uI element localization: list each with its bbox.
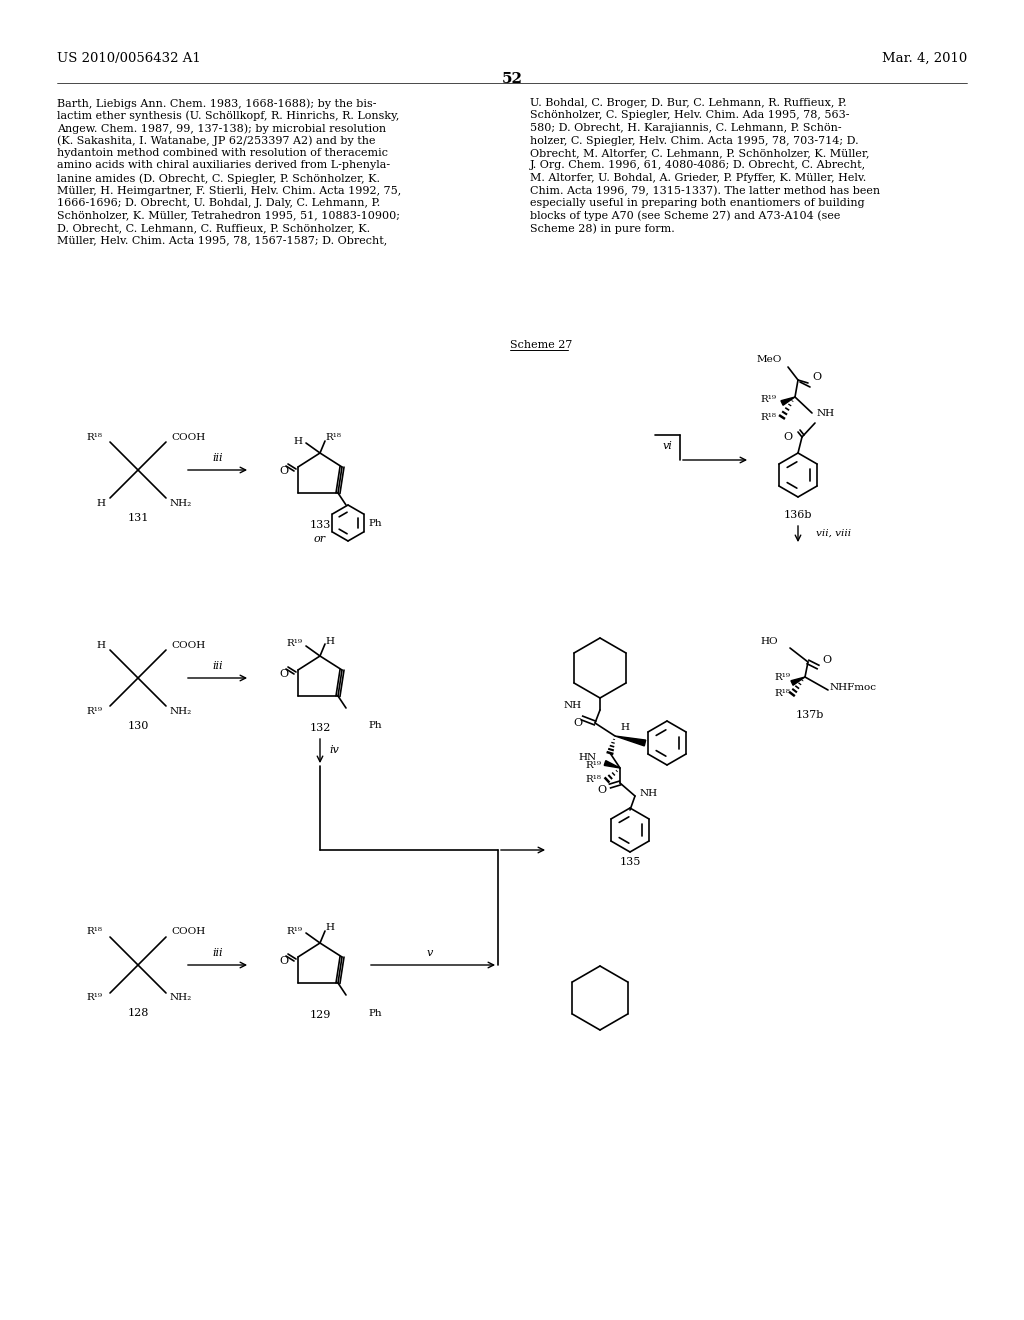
Text: R¹⁹: R¹⁹ — [86, 994, 102, 1002]
Text: Ph: Ph — [368, 519, 382, 528]
Text: US 2010/0056432 A1: US 2010/0056432 A1 — [57, 51, 201, 65]
Text: 132: 132 — [309, 723, 331, 733]
Text: J. Org. Chem. 1996, 61, 4080-4086; D. Obrecht, C. Abrecht,: J. Org. Chem. 1996, 61, 4080-4086; D. Ob… — [530, 161, 866, 170]
Text: R¹⁸: R¹⁸ — [760, 412, 776, 421]
Text: COOH: COOH — [171, 928, 205, 936]
Text: Barth, Liebigs Ann. Chem. 1983, 1668-1688); by the bis-: Barth, Liebigs Ann. Chem. 1983, 1668-168… — [57, 98, 377, 108]
Text: 131: 131 — [127, 513, 148, 523]
Text: H: H — [96, 499, 105, 507]
Text: 130: 130 — [127, 721, 148, 731]
Text: R¹⁹: R¹⁹ — [286, 927, 302, 936]
Text: R¹⁸: R¹⁸ — [585, 776, 601, 784]
Text: 129: 129 — [309, 1010, 331, 1020]
Text: blocks of type A70 (see Scheme 27) and A73-A104 (see: blocks of type A70 (see Scheme 27) and A… — [530, 210, 841, 220]
Text: R¹⁹: R¹⁹ — [760, 395, 776, 404]
Text: HO: HO — [761, 638, 778, 647]
Text: Obrecht, M. Altorfer, C. Lehmann, P. Schönholzer, K. Müller,: Obrecht, M. Altorfer, C. Lehmann, P. Sch… — [530, 148, 869, 158]
Text: NH: NH — [640, 788, 658, 797]
Text: NH₂: NH₂ — [170, 499, 193, 507]
Polygon shape — [615, 737, 646, 746]
Text: 133: 133 — [309, 520, 331, 531]
Text: R¹⁹: R¹⁹ — [774, 672, 790, 681]
Text: O: O — [812, 372, 821, 381]
Text: O: O — [598, 785, 607, 795]
Text: Angew. Chem. 1987, 99, 137-138); by microbial resolution: Angew. Chem. 1987, 99, 137-138); by micr… — [57, 123, 386, 133]
Text: H: H — [293, 437, 302, 446]
Text: NH₂: NH₂ — [170, 706, 193, 715]
Text: 128: 128 — [127, 1008, 148, 1018]
Text: amino acids with chiral auxiliaries derived from L-phenyla-: amino acids with chiral auxiliaries deri… — [57, 161, 390, 170]
Text: R¹⁹: R¹⁹ — [86, 706, 102, 715]
Text: Müller, H. Heimgartner, F. Stierli, Helv. Chim. Acta 1992, 75,: Müller, H. Heimgartner, F. Stierli, Helv… — [57, 186, 401, 195]
Text: O: O — [572, 718, 582, 729]
Text: 135: 135 — [620, 857, 641, 867]
Text: M. Altorfer, U. Bohdal, A. Grieder, P. Pfyffer, K. Müller, Helv.: M. Altorfer, U. Bohdal, A. Grieder, P. P… — [530, 173, 866, 183]
Text: 52: 52 — [502, 73, 522, 86]
Text: 136b: 136b — [783, 510, 812, 520]
Text: lactim ether synthesis (U. Schöllkopf, R. Hinrichs, R. Lonsky,: lactim ether synthesis (U. Schöllkopf, R… — [57, 111, 399, 121]
Text: U. Bohdal, C. Broger, D. Bur, C. Lehmann, R. Ruffieux, P.: U. Bohdal, C. Broger, D. Bur, C. Lehmann… — [530, 98, 847, 108]
Text: O: O — [783, 432, 792, 442]
Text: H: H — [96, 640, 105, 649]
Text: NH: NH — [817, 408, 836, 417]
Text: Schönholzer, K. Müller, Tetrahedron 1995, 51, 10883-10900;: Schönholzer, K. Müller, Tetrahedron 1995… — [57, 210, 400, 220]
Text: iv: iv — [329, 744, 339, 755]
Text: holzer, C. Spiegler, Helv. Chim. Acta 1995, 78, 703-714; D.: holzer, C. Spiegler, Helv. Chim. Acta 19… — [530, 136, 859, 145]
Text: or: or — [314, 535, 326, 544]
Text: MeO: MeO — [757, 355, 782, 364]
Text: vii, viii: vii, viii — [816, 528, 851, 537]
Text: Scheme 27: Scheme 27 — [510, 341, 572, 350]
Text: D. Obrecht, C. Lehmann, C. Ruffieux, P. Schönholzer, K.: D. Obrecht, C. Lehmann, C. Ruffieux, P. … — [57, 223, 370, 234]
Polygon shape — [791, 677, 805, 685]
Text: iii: iii — [213, 948, 223, 958]
Text: O: O — [280, 466, 289, 477]
Text: NHFmoc: NHFmoc — [830, 684, 877, 693]
Text: H: H — [620, 723, 629, 733]
Polygon shape — [781, 397, 795, 405]
Text: COOH: COOH — [171, 640, 205, 649]
Text: 1666-1696; D. Obrecht, U. Bohdal, J. Daly, C. Lehmann, P.: 1666-1696; D. Obrecht, U. Bohdal, J. Dal… — [57, 198, 380, 209]
Text: Müller, Helv. Chim. Acta 1995, 78, 1567-1587; D. Obrecht,: Müller, Helv. Chim. Acta 1995, 78, 1567-… — [57, 235, 387, 246]
Text: H: H — [325, 924, 334, 932]
Text: HN: HN — [579, 754, 597, 763]
Text: O: O — [280, 956, 289, 966]
Text: R¹⁹: R¹⁹ — [585, 762, 601, 771]
Text: especially useful in preparing both enantiomers of building: especially useful in preparing both enan… — [530, 198, 864, 209]
Text: vi: vi — [663, 441, 672, 451]
Text: hydantoin method combined with resolution of theracemic: hydantoin method combined with resolutio… — [57, 148, 388, 158]
Text: Chim. Acta 1996, 79, 1315-1337). The latter method has been: Chim. Acta 1996, 79, 1315-1337). The lat… — [530, 186, 880, 195]
Text: O: O — [280, 669, 289, 678]
Text: iii: iii — [213, 453, 223, 463]
Text: v: v — [427, 948, 433, 958]
Text: R¹⁸: R¹⁸ — [86, 928, 102, 936]
Text: COOH: COOH — [171, 433, 205, 441]
Text: R¹⁸: R¹⁸ — [86, 433, 102, 441]
Text: Mar. 4, 2010: Mar. 4, 2010 — [882, 51, 967, 65]
Text: 137b: 137b — [796, 710, 824, 719]
Text: H: H — [325, 636, 334, 645]
Text: lanine amides (D. Obrecht, C. Spiegler, P. Schönholzer, K.: lanine amides (D. Obrecht, C. Spiegler, … — [57, 173, 380, 183]
Text: iii: iii — [213, 661, 223, 671]
Text: Schönholzer, C. Spiegler, Helv. Chim. Ada 1995, 78, 563-: Schönholzer, C. Spiegler, Helv. Chim. Ad… — [530, 111, 850, 120]
Text: Ph: Ph — [368, 722, 382, 730]
Text: O: O — [822, 655, 831, 665]
Text: R¹⁸: R¹⁸ — [774, 689, 790, 698]
Text: Ph: Ph — [368, 1008, 382, 1018]
Text: 580; D. Obrecht, H. Karajiannis, C. Lehmann, P. Schön-: 580; D. Obrecht, H. Karajiannis, C. Lehm… — [530, 123, 842, 133]
Text: NH: NH — [564, 701, 582, 710]
Text: NH₂: NH₂ — [170, 994, 193, 1002]
Text: Scheme 28) in pure form.: Scheme 28) in pure form. — [530, 223, 675, 234]
Text: (K. Sakashita, I. Watanabe, JP 62/253397 A2) and by the: (K. Sakashita, I. Watanabe, JP 62/253397… — [57, 136, 376, 147]
Text: R¹⁸: R¹⁸ — [325, 433, 341, 442]
Polygon shape — [604, 760, 620, 768]
Text: R¹⁹: R¹⁹ — [286, 639, 302, 648]
